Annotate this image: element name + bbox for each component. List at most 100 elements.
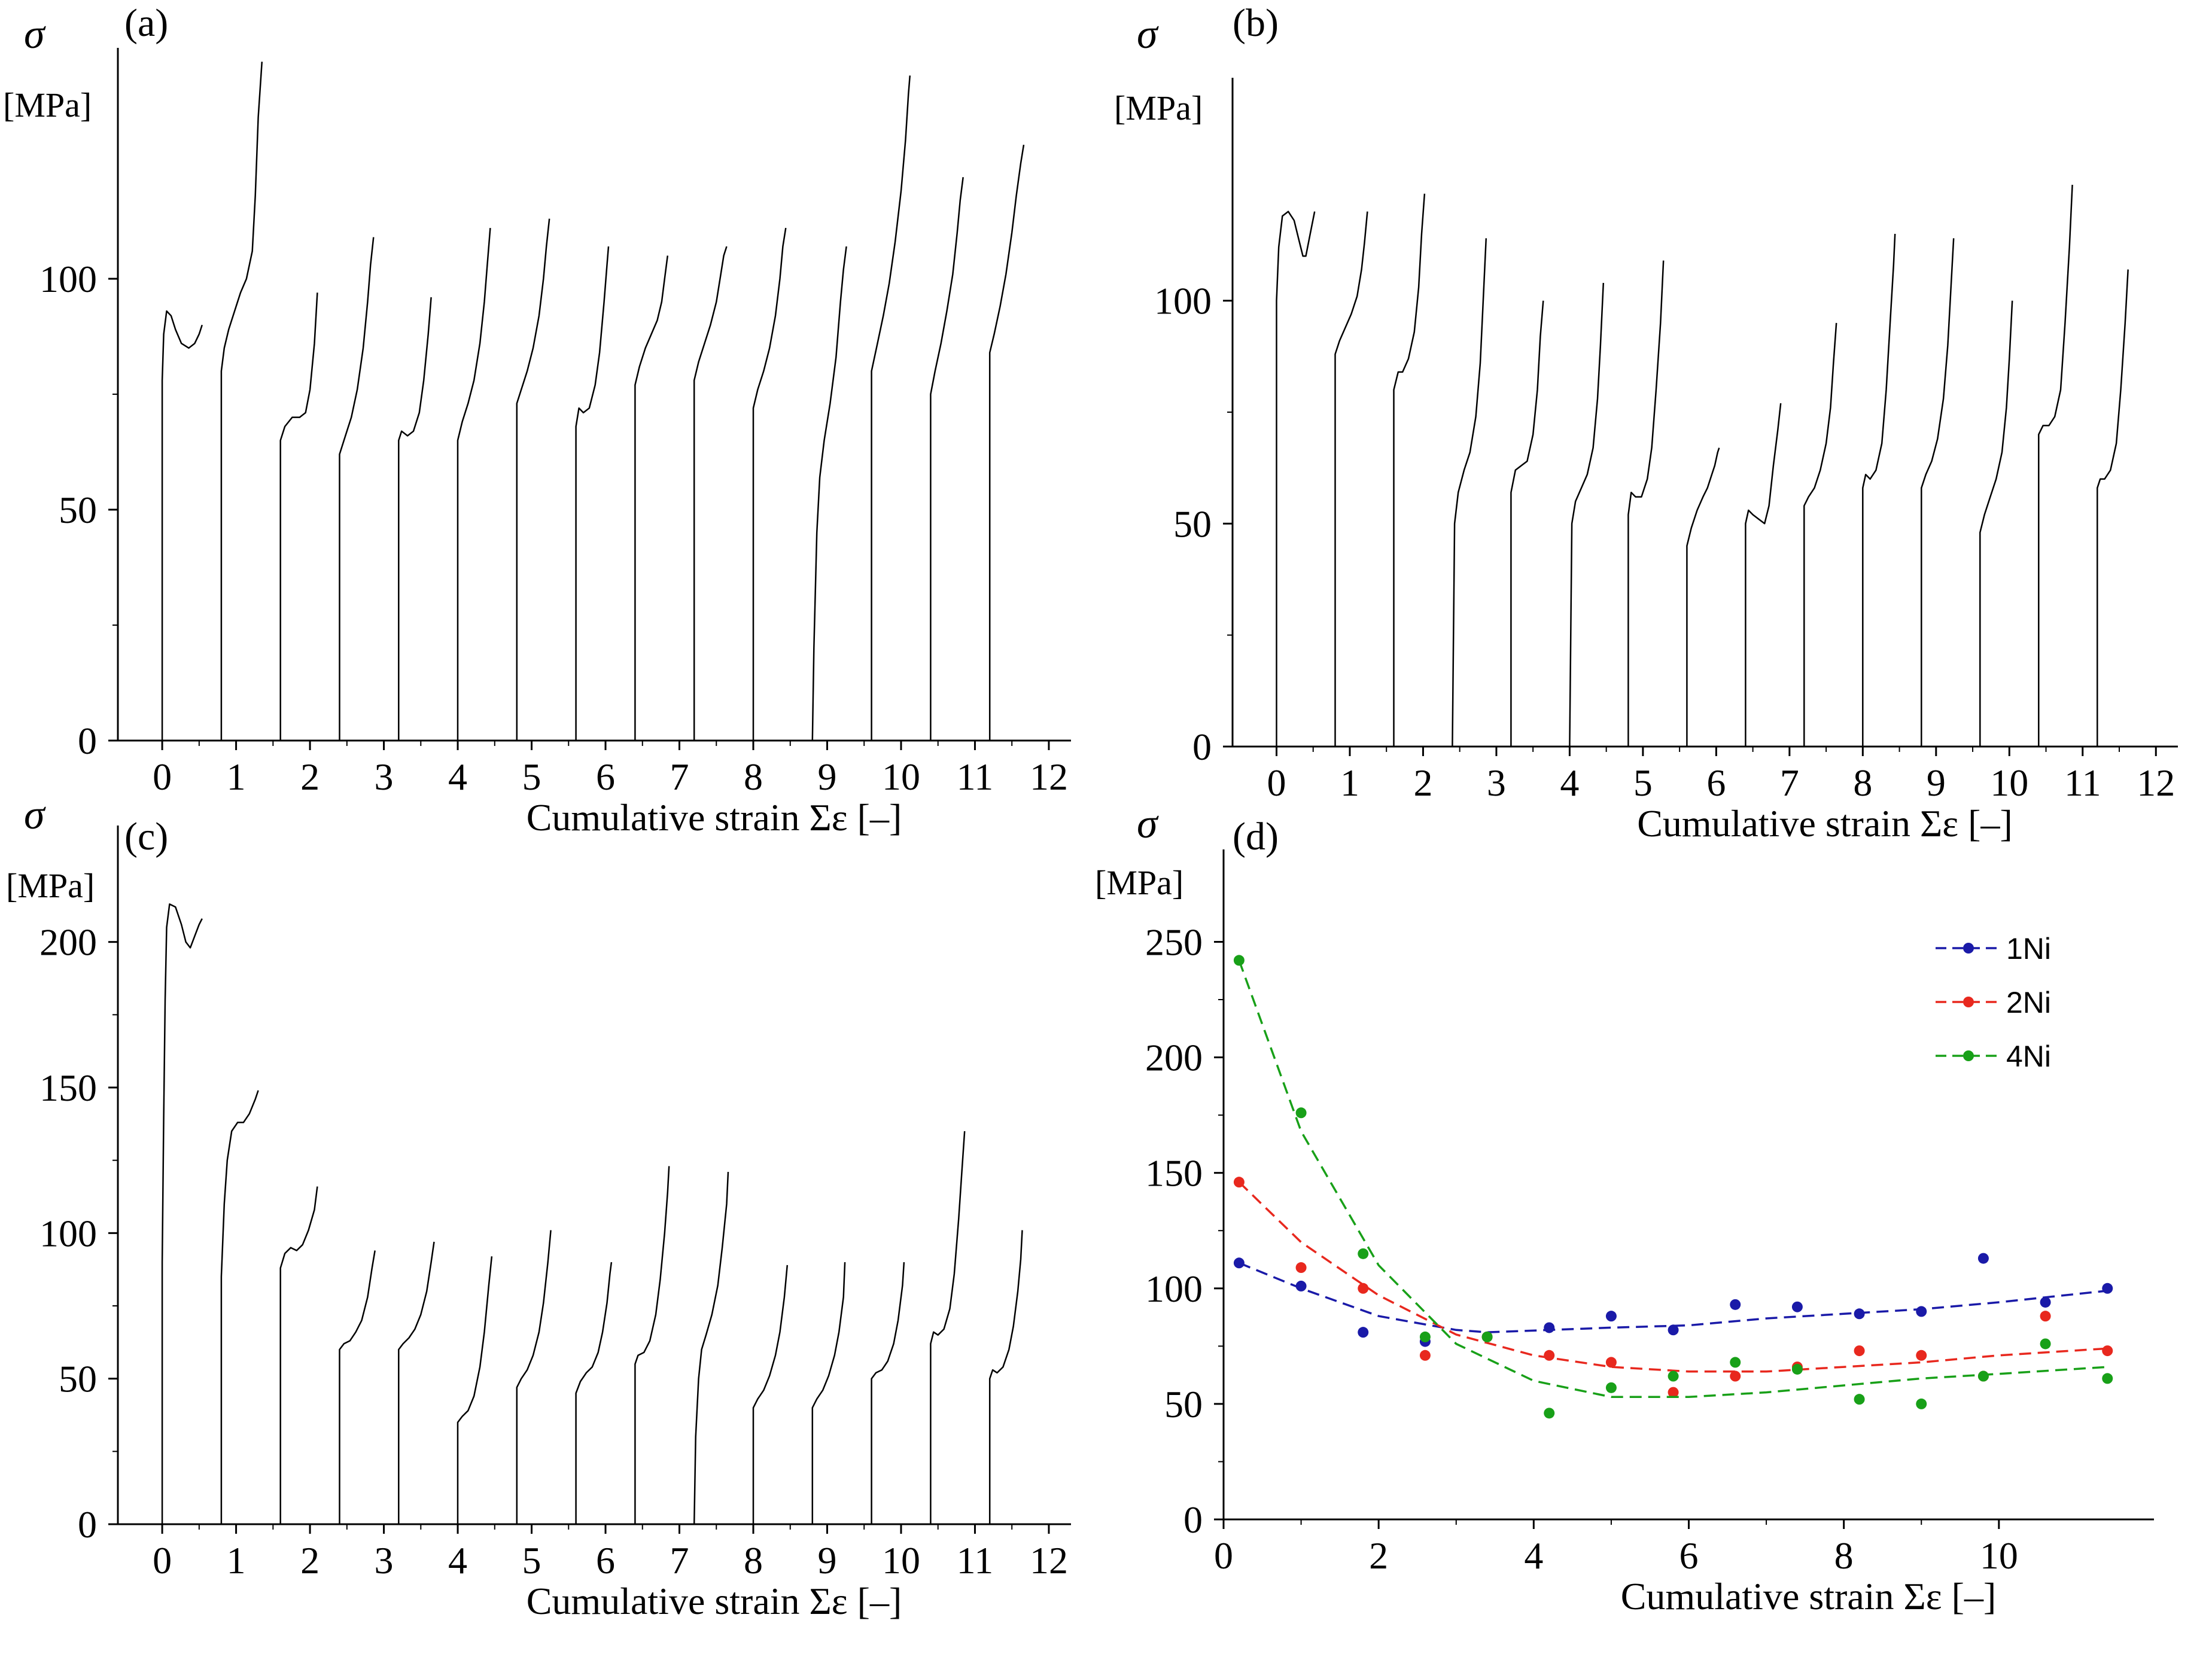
panel-label: (a) xyxy=(124,1,168,45)
x-tick-label: 8 xyxy=(1853,762,1872,804)
y-tick-label: 0 xyxy=(78,720,97,762)
y-axis-unit: [MPa] xyxy=(3,86,92,124)
stress-strain-curve xyxy=(457,227,491,741)
y-tick-label: 50 xyxy=(1173,502,1212,545)
x-tick-label: 7 xyxy=(1780,762,1799,804)
data-point-4Ni xyxy=(1854,1394,1865,1405)
x-axis-label: Cumulative strain Σε [–] xyxy=(1621,1575,1997,1618)
stress-strain-curve xyxy=(871,75,911,741)
stress-strain-curve xyxy=(752,227,787,741)
stress-strain-curve xyxy=(1569,282,1605,747)
data-point-1Ni xyxy=(1977,1253,1989,1264)
data-point-2Ni xyxy=(1544,1350,1555,1361)
stress-strain-curve xyxy=(339,1250,376,1524)
x-tick-label: 2 xyxy=(1413,762,1432,804)
x-tick-label: 10 xyxy=(882,756,920,798)
data-point-4Ni xyxy=(1605,1382,1617,1393)
stress-strain-curve xyxy=(634,1166,670,1524)
x-tick-label: 9 xyxy=(1927,762,1946,804)
stress-strain-curve xyxy=(988,144,1025,741)
x-tick-label: 5 xyxy=(522,1539,541,1582)
y-axis-symbol: σ xyxy=(24,792,46,838)
y-tick-label: 0 xyxy=(78,1503,97,1546)
stress-strain-curve xyxy=(575,1262,613,1524)
stress-strain-curve xyxy=(279,1186,318,1524)
y-axis-symbol: σ xyxy=(24,11,46,57)
x-tick-label: 3 xyxy=(375,756,394,798)
stress-strain-curve xyxy=(2097,269,2129,747)
panel-label: (b) xyxy=(1233,1,1279,45)
x-tick-label: 4 xyxy=(448,1539,467,1582)
data-point-2Ni xyxy=(1916,1350,1927,1361)
stress-strain-curve xyxy=(398,1241,435,1524)
y-tick-label: 50 xyxy=(59,1358,97,1400)
x-tick-label: 4 xyxy=(1524,1534,1543,1577)
y-axis-unit: [MPa] xyxy=(1114,89,1203,127)
y-tick-label: 100 xyxy=(39,1212,97,1254)
y-tick-label: 0 xyxy=(1192,726,1212,768)
data-point-4Ni xyxy=(2040,1338,2051,1350)
data-point-1Ni xyxy=(1358,1327,1369,1338)
stress-strain-curve xyxy=(930,1131,966,1524)
data-point-4Ni xyxy=(1668,1370,1679,1382)
x-tick-label: 0 xyxy=(1214,1534,1233,1577)
y-tick-label: 100 xyxy=(39,258,97,300)
stress-strain-curve xyxy=(1686,447,1720,747)
stress-strain-curve xyxy=(752,1265,789,1524)
x-tick-label: 7 xyxy=(670,1539,689,1582)
y-axis-symbol: σ xyxy=(1137,801,1159,847)
legend-label-1Ni: 1Ni xyxy=(2006,932,2051,965)
x-tick-label: 11 xyxy=(2064,762,2101,804)
x-tick-label: 9 xyxy=(817,756,836,798)
panel-b: 0 1 2 3 4 5 6 7 8 9 10 11 12050100(b)σ[MPa]Cumulativ… xyxy=(1114,1,2178,845)
fit-curve-4Ni xyxy=(1238,960,2108,1399)
x-tick-label: 0 xyxy=(153,1539,172,1582)
x-tick-label: 7 xyxy=(670,756,689,798)
data-point-1Ni xyxy=(2040,1296,2051,1308)
x-tick-label: 5 xyxy=(1633,762,1653,804)
stress-strain-curve xyxy=(220,1090,259,1524)
stress-strain-curve xyxy=(871,1262,905,1524)
data-point-4Ni xyxy=(1791,1363,1803,1375)
x-tick-label: 2 xyxy=(300,756,320,798)
x-tick-label: 8 xyxy=(1834,1534,1854,1577)
data-point-4Ni xyxy=(1358,1248,1369,1259)
stress-strain-curve xyxy=(634,255,669,741)
data-point-1Ni xyxy=(1668,1324,1679,1336)
x-tick-label: 0 xyxy=(153,756,172,798)
stress-strain-curve xyxy=(811,1262,846,1524)
x-axis-label: Cumulative strain Σε [–] xyxy=(527,796,902,839)
stress-strain-curve xyxy=(1452,238,1487,747)
data-point-1Ni xyxy=(1233,1257,1245,1269)
stress-strain-curve xyxy=(279,293,318,741)
stress-strain-curve xyxy=(575,246,610,741)
x-tick-label: 10 xyxy=(1980,1534,2018,1577)
stress-strain-curve xyxy=(1510,300,1544,747)
x-tick-label: 1 xyxy=(227,1539,246,1582)
stress-strain-curve xyxy=(516,218,550,741)
y-tick-label: 150 xyxy=(1145,1152,1203,1195)
x-tick-label: 2 xyxy=(1369,1534,1388,1577)
stress-strain-curve xyxy=(1276,211,1316,747)
stress-strain-curve xyxy=(1627,260,1665,747)
y-axis-unit: [MPa] xyxy=(1095,863,1183,902)
x-tick-label: 8 xyxy=(744,1539,763,1582)
x-tick-label: 0 xyxy=(1267,762,1286,804)
legend-label-4Ni: 4Ni xyxy=(2006,1040,2051,1073)
data-point-2Ni xyxy=(1358,1283,1369,1294)
data-point-1Ni xyxy=(1605,1311,1617,1322)
y-tick-label: 100 xyxy=(1154,280,1212,322)
data-point-2Ni xyxy=(1605,1357,1617,1368)
stress-strain-curve xyxy=(516,1230,552,1524)
data-point-2Ni xyxy=(1668,1387,1679,1398)
data-point-4Ni xyxy=(1481,1331,1493,1342)
x-axis-label: Cumulative strain Σε [–] xyxy=(1637,802,2013,845)
stress-strain-curve xyxy=(1921,238,1955,747)
legend-label-2Ni: 2Ni xyxy=(2006,986,2051,1019)
panel-label: (d) xyxy=(1233,815,1279,858)
x-tick-label: 10 xyxy=(1990,762,2028,804)
stress-strain-curve xyxy=(693,246,728,741)
data-point-4Ni xyxy=(1977,1370,1989,1382)
stress-strain-curve xyxy=(1979,300,2013,747)
